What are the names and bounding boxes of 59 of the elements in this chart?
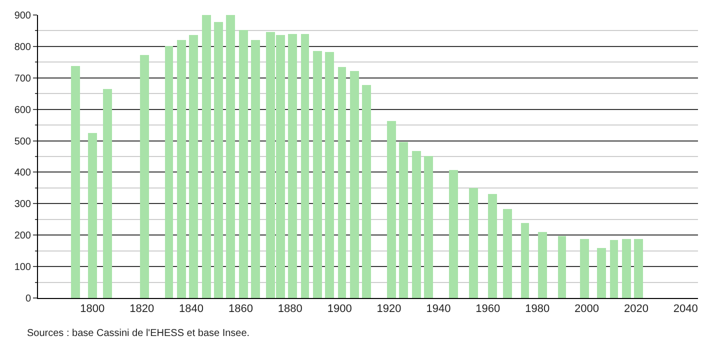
bar bbox=[362, 85, 371, 298]
y-tick-label: 400 bbox=[14, 168, 32, 179]
bar bbox=[597, 248, 606, 298]
y-tick-label: 200 bbox=[14, 230, 32, 242]
bar bbox=[251, 40, 260, 298]
bar bbox=[214, 22, 223, 298]
bar bbox=[387, 121, 396, 298]
bar bbox=[469, 188, 478, 298]
bar bbox=[165, 46, 173, 298]
x-tick-label: 1980 bbox=[525, 303, 550, 316]
x-tick-label: 1920 bbox=[376, 303, 402, 316]
bar bbox=[521, 223, 529, 298]
bar bbox=[301, 34, 309, 298]
bar bbox=[239, 30, 248, 298]
y-tick-label: 500 bbox=[14, 136, 32, 148]
x-tick-label: 1820 bbox=[130, 303, 154, 316]
bar bbox=[202, 15, 211, 298]
x-tick-label: 2000 bbox=[574, 303, 599, 316]
x-tick-label: 1840 bbox=[179, 303, 204, 316]
bar bbox=[350, 71, 359, 298]
x-tick-label: 1960 bbox=[476, 303, 500, 316]
x-tick-label: 2040 bbox=[673, 303, 698, 316]
bar bbox=[325, 52, 334, 298]
bar bbox=[226, 15, 235, 298]
bar bbox=[503, 209, 512, 298]
y-tick-label: 900 bbox=[14, 10, 32, 22]
bar bbox=[313, 51, 322, 298]
y-tick-label: 0 bbox=[25, 294, 32, 304]
x-tick-label: 1880 bbox=[278, 303, 302, 316]
y-tick-label: 100 bbox=[14, 262, 32, 274]
bar bbox=[424, 156, 433, 298]
source-note: Sources : base Cassini de l'EHESS et base Insee. bbox=[27, 328, 250, 339]
y-tick-label: 300 bbox=[14, 199, 32, 210]
bar bbox=[558, 236, 566, 298]
bar bbox=[634, 239, 643, 298]
y-tick-label: 800 bbox=[14, 42, 32, 53]
bar bbox=[189, 35, 198, 298]
y-tick-label: 600 bbox=[14, 104, 32, 116]
bar bbox=[338, 67, 346, 298]
bar bbox=[399, 142, 408, 298]
bar bbox=[140, 55, 149, 298]
x-tick-label: 2020 bbox=[624, 303, 648, 316]
bar bbox=[449, 170, 458, 298]
x-tick-label: 1940 bbox=[426, 303, 451, 316]
bar bbox=[412, 151, 421, 298]
x-tick-label: 1860 bbox=[228, 303, 253, 316]
bar bbox=[288, 34, 297, 298]
x-tick-label: 1900 bbox=[327, 303, 352, 316]
bar bbox=[610, 240, 618, 298]
bar bbox=[580, 239, 589, 298]
x-tick-label: 1800 bbox=[80, 303, 105, 316]
bar bbox=[88, 133, 97, 298]
bar bbox=[622, 239, 631, 298]
y-tick-label: 700 bbox=[14, 73, 32, 84]
bar bbox=[538, 232, 547, 298]
bar bbox=[488, 194, 497, 298]
bar bbox=[103, 89, 112, 298]
bar bbox=[71, 66, 80, 298]
bar bbox=[177, 40, 186, 298]
